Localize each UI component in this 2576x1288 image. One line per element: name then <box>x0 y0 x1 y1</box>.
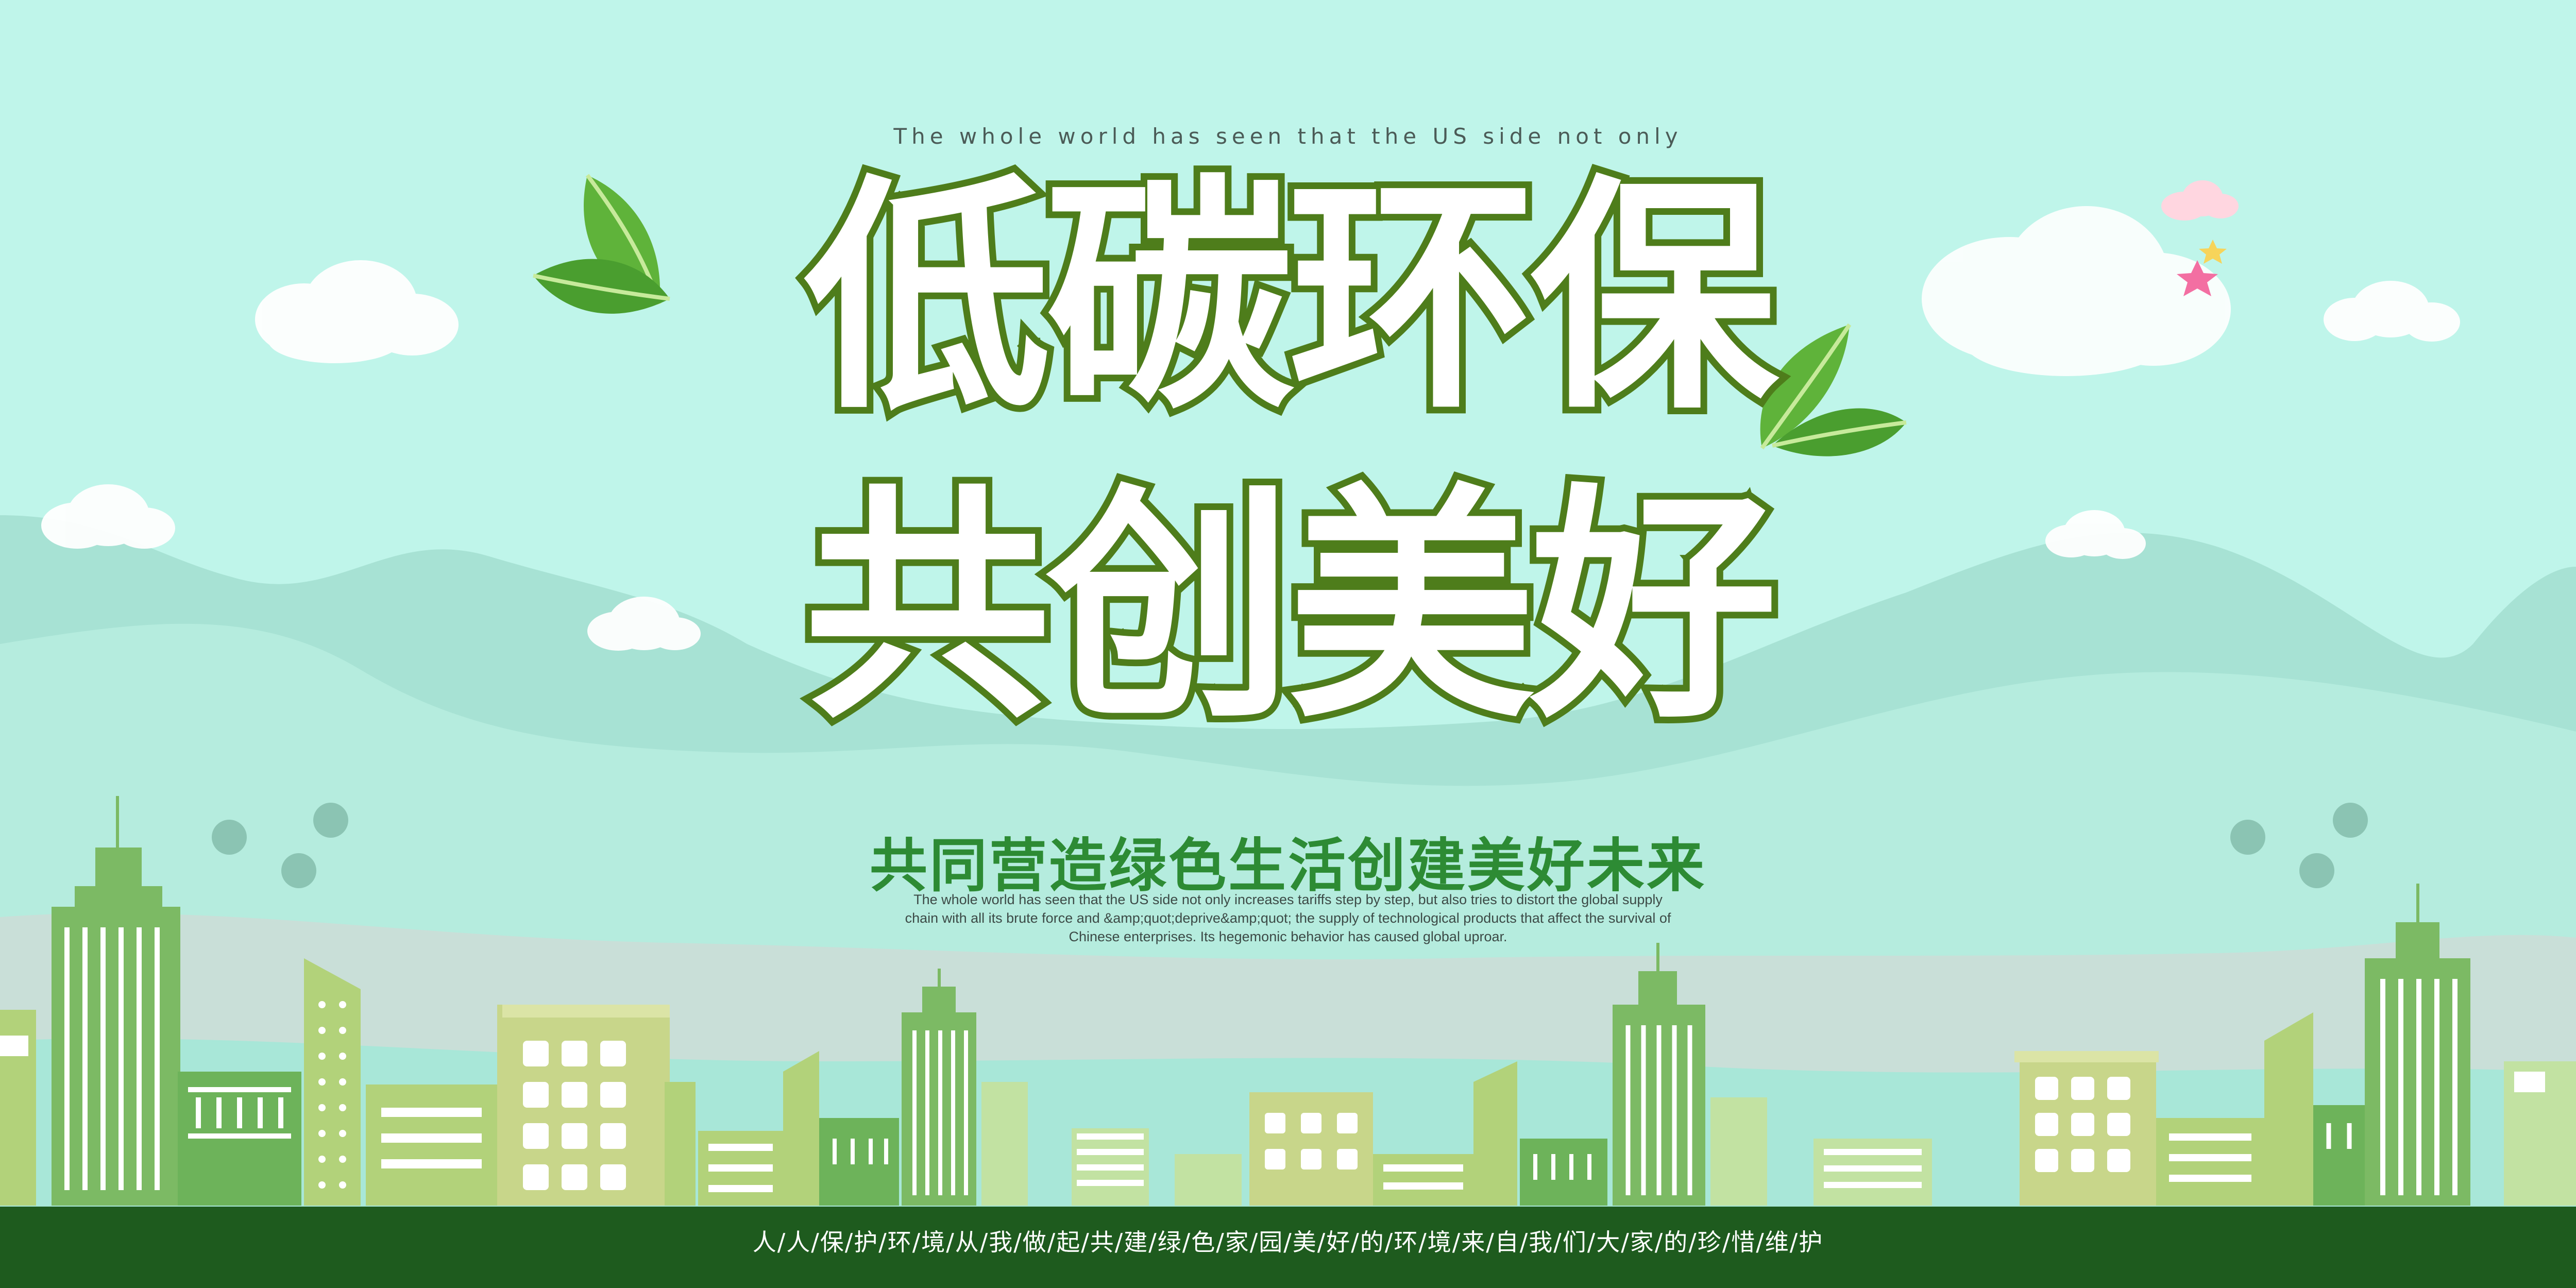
body-paragraph: The whole world has seen that the US sid… <box>905 892 1671 944</box>
city-skyline <box>0 796 2576 1206</box>
star-icon <box>2199 240 2227 264</box>
footer-text: 人/人/保/护/环/境/从/我/做/起/共/建/绿/色/家/园/美/好/的/环/… <box>752 1228 1824 1256</box>
cloud-icon <box>587 597 701 651</box>
cloud-icon <box>2045 510 2146 559</box>
cloud-icon <box>41 484 175 549</box>
kicker-text: The whole world has seen that the US sid… <box>893 124 1683 149</box>
slogan: 共同营造绿色生活创建美好未来 <box>870 833 1706 900</box>
star-icon <box>2177 260 2218 296</box>
footer-bar <box>0 1207 2576 1288</box>
cloud-icon <box>255 260 459 363</box>
leaf-icon <box>533 174 670 314</box>
cloud-icon <box>1922 206 2231 376</box>
headline-line-1: 低碳环保 <box>797 148 1784 449</box>
cloud-icon <box>2161 180 2239 221</box>
headline-line-2: 共创美好 <box>797 457 1784 758</box>
leaf-icon <box>1760 323 1907 456</box>
cloud-icon <box>2324 281 2460 342</box>
decor-dots <box>212 803 2368 888</box>
